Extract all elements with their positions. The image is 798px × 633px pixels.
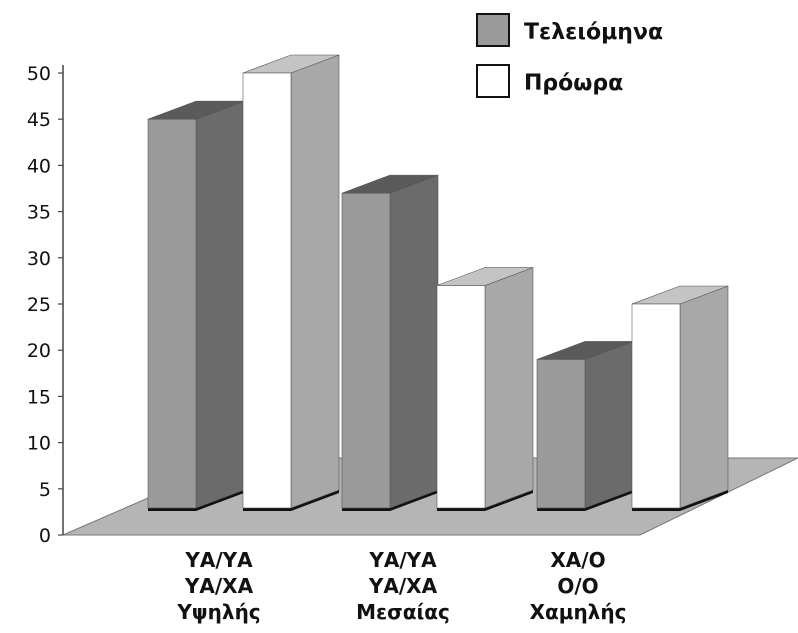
y-tick-label: 0 [39,525,51,547]
bar-shadow [437,490,533,511]
x-category-line: Χαμηλής [530,600,627,624]
legend-label: Πρόωρα [524,71,623,96]
bar-side-face [584,341,634,509]
bar-side-face [484,267,534,509]
bar-shadow [632,490,728,511]
bar-side-face [679,285,729,509]
bar-proora-3 [631,285,729,511]
bar-side-face [389,174,439,509]
y-tick-label: 50 [27,63,51,85]
x-category-line: Μεσαίας [356,600,450,624]
bar-proora-1 [242,54,340,511]
y-tick-label: 45 [27,109,51,131]
y-tick-label: 25 [27,294,51,316]
legend-label: Τελειόμηνα [524,20,663,45]
y-tick-label: 5 [39,479,51,501]
legend-swatch [476,64,510,98]
y-tick-label: 40 [27,155,51,177]
bar-front-face [536,359,586,509]
bar-front-face [341,192,391,509]
legend-swatch [476,13,510,47]
bar-front-face [242,72,292,509]
bar-front-face [147,118,197,509]
bar-shadow [537,490,633,511]
y-tick-label: 10 [27,433,51,455]
x-category-line: Ο/Ο [557,574,598,598]
bar-front-face [631,303,681,509]
y-tick-label: 35 [27,202,51,224]
x-category-line: Υψηλής [176,600,260,624]
x-category-line: ΥΑ/ΥΑ [368,548,437,572]
bar-side-face [290,54,340,509]
x-category-line: ΥΑ/ΧΑ [184,574,254,598]
bar-shadow [342,490,438,511]
x-category-label: ΥΑ/ΥΑ ΥΑ/ΧΑ Μεσαίας [356,548,450,624]
y-axis: 0 5 10 15 20 25 30 35 40 45 50 [27,63,64,547]
bar-shadow [148,490,244,511]
x-category-line: ΥΑ/ΥΑ [184,548,253,572]
y-tick-label: 30 [27,248,51,270]
bar-teleiomina-1 [147,100,245,511]
x-category-line: ΥΑ/ΧΑ [368,574,438,598]
bars [147,54,729,511]
legend: Τελειόμηνα Πρόωρα [476,13,663,98]
bar-proora-2 [436,267,534,511]
y-tick-label: 15 [27,386,51,408]
y-tick-label: 20 [27,340,51,362]
bar-side-face [195,100,245,509]
x-category-label: ΥΑ/ΥΑ ΥΑ/ΧΑ Υψηλής [176,548,260,624]
bar-shadow [243,490,339,511]
bar-teleiomina-3 [536,341,634,511]
bar-teleiomina-2 [341,174,439,511]
x-category-label: ΧΑ/Ο Ο/Ο Χαμηλής [530,548,627,624]
bar-front-face [436,285,486,509]
x-category-line: ΧΑ/Ο [550,548,605,572]
